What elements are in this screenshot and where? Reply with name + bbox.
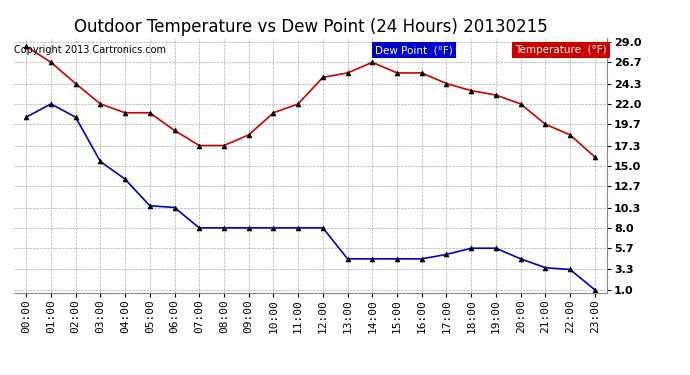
Text: Dew Point  (°F): Dew Point (°F): [375, 45, 453, 55]
Text: Copyright 2013 Cartronics.com: Copyright 2013 Cartronics.com: [14, 45, 166, 55]
Title: Outdoor Temperature vs Dew Point (24 Hours) 20130215: Outdoor Temperature vs Dew Point (24 Hou…: [74, 18, 547, 36]
Text: Temperature  (°F): Temperature (°F): [515, 45, 607, 55]
